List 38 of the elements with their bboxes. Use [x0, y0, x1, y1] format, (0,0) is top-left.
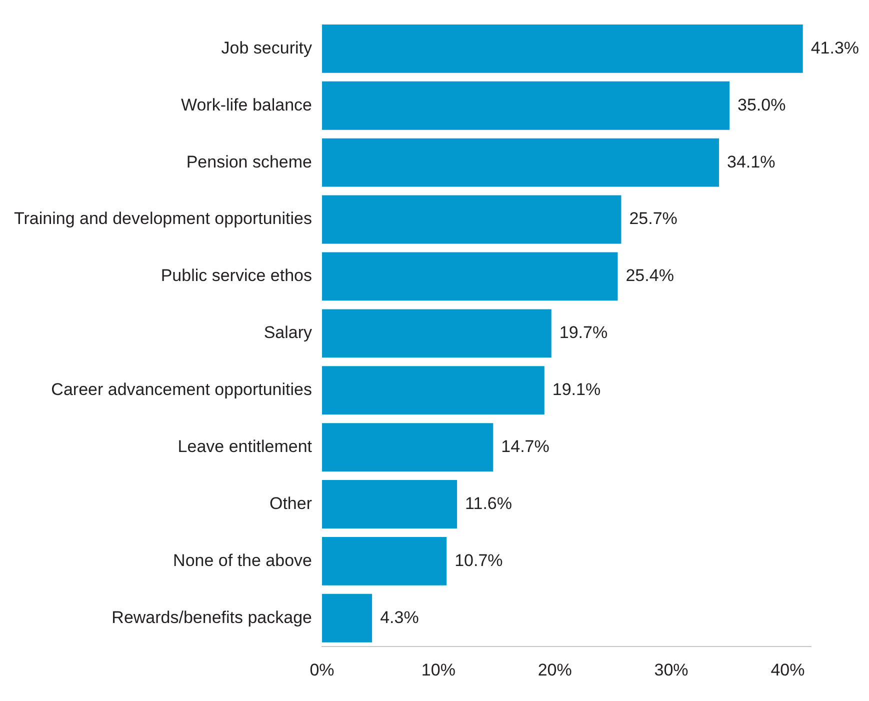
y-tick-label: None of the above [173, 550, 312, 570]
data-label: 11.6% [465, 494, 512, 513]
data-label: 35.0% [738, 95, 786, 114]
y-tick-label: Salary [264, 323, 313, 342]
y-tick-label: Job security [221, 38, 313, 58]
data-label: 4.3% [380, 608, 419, 627]
x-tick-label: 20% [538, 660, 572, 680]
data-label: 41.3% [810, 38, 860, 58]
bar [322, 366, 544, 415]
data-label: 14.7% [501, 436, 550, 456]
x-tick-label: 30% [654, 660, 688, 680]
data-label: 25.4% [626, 266, 674, 286]
y-tick-label: Rewards/benefits package [112, 608, 312, 627]
bar [322, 195, 622, 244]
y-tick-label: Leave entitlement [178, 436, 312, 456]
y-tick-label: Other [269, 494, 312, 513]
data-label: 19.7% [559, 323, 608, 342]
data-label: 19.1% [552, 380, 601, 400]
bar [322, 594, 372, 642]
bar [322, 309, 552, 358]
x-tick-label: 0% [310, 660, 334, 680]
data-label: 34.1% [727, 152, 776, 172]
x-tick-label: 40% [770, 660, 805, 680]
data-label: 25.7% [629, 209, 678, 228]
bar [322, 423, 494, 472]
y-tick-label: Work-life balance [180, 95, 312, 114]
bar [322, 252, 618, 301]
data-label: 10.7% [454, 550, 503, 570]
bar [322, 81, 730, 130]
y-tick-label: Training and development opportunities [14, 209, 312, 228]
x-tick-label: 10% [421, 660, 456, 680]
y-tick-label: Public service ethos [160, 266, 312, 286]
bar [322, 480, 458, 528]
y-tick-label: Pension scheme [186, 152, 312, 172]
bar [322, 536, 447, 586]
bar [322, 138, 720, 187]
bar [322, 24, 803, 73]
y-tick-label: Career advancement opportunities [51, 380, 312, 400]
